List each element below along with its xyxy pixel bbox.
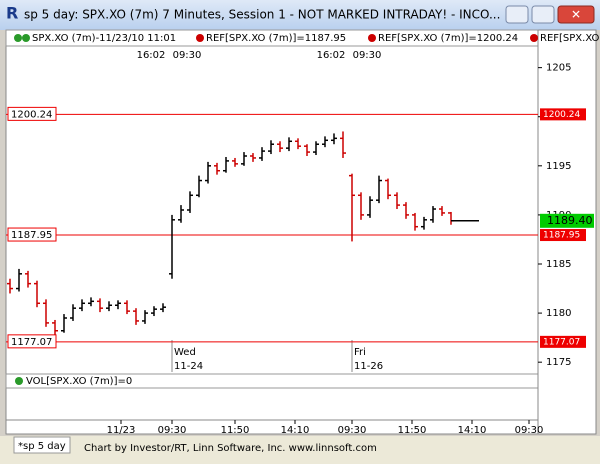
day-label: Wed [174, 347, 196, 358]
y-tick-label: 1205 [546, 63, 571, 74]
ref-label-box [7, 227, 57, 242]
close-icon: ✕ [571, 8, 581, 22]
y-tick-label: 1180 [546, 308, 571, 319]
session-label: 09:30 [173, 50, 202, 61]
x-tick-label: 14:10 [458, 425, 487, 436]
legend-entry: REF[SPX.XO (7m)]=1200.24 [378, 33, 518, 44]
y-tick-label: 1175 [546, 357, 571, 368]
x-tick-label: 09:30 [515, 425, 544, 436]
day-date: 11-26 [354, 361, 383, 372]
volume-icon [15, 377, 23, 385]
last-price-label: 1189.40 [547, 214, 593, 227]
x-tick-label: 14:10 [281, 425, 310, 436]
legend-icon [368, 34, 376, 42]
legend-entry: SPX.XO (7m)-11/23/10 11:01 [32, 33, 176, 44]
status-bar [0, 436, 600, 464]
ref-axis-label: 1187.95 [543, 231, 580, 241]
ref-label: 1200.24 [11, 109, 52, 120]
tab-label: *sp 5 day [18, 441, 66, 452]
legend-entry: REF[SPX.XO (7m)... [540, 33, 600, 44]
ref-label-box [7, 334, 57, 349]
chart-area [5, 29, 597, 435]
maximize-button[interactable] [531, 5, 555, 24]
ref-axis-box [540, 229, 586, 242]
day-date: 11-24 [174, 361, 203, 372]
ref-axis-label: 1177.07 [543, 337, 580, 347]
session-label: 16:02 [317, 50, 346, 61]
volume-label: VOL[SPX.XO (7m)]=0 [26, 376, 132, 387]
title-bar [0, 0, 600, 30]
app-icon: R [6, 4, 18, 23]
day-label: Fri [354, 347, 366, 358]
close-button[interactable] [557, 5, 595, 24]
minimize-button[interactable] [505, 5, 529, 24]
ref-label-box [7, 106, 57, 121]
x-tick-label: 11:50 [221, 425, 250, 436]
ref-axis-box [540, 335, 586, 348]
last-price-box [540, 213, 594, 228]
legend-icon [530, 34, 538, 42]
session-label: 09:30 [353, 50, 382, 61]
legend-icon [22, 34, 30, 42]
legend-entry: REF[SPX.XO (7m)]=1187.95 [206, 33, 346, 44]
ref-label: 1177.07 [11, 337, 52, 348]
legend-icon [196, 34, 204, 42]
y-tick-label: 1195 [546, 161, 571, 172]
y-tick-label: 1185 [546, 259, 571, 270]
x-tick-label: 11:50 [398, 425, 427, 436]
x-tick-label: 11/23 [107, 425, 136, 436]
legend-icon [14, 34, 22, 42]
tab[interactable] [13, 436, 71, 454]
ref-axis-box [540, 108, 586, 121]
session-label: 16:02 [137, 50, 166, 61]
x-tick-label: 09:30 [158, 425, 187, 436]
x-tick-label: 09:30 [338, 425, 367, 436]
ref-label: 1187.95 [11, 230, 52, 241]
ref-axis-label: 1200.24 [543, 110, 580, 120]
status-text: Chart by Investor/RT, Linn Software, Inc… [84, 443, 377, 454]
window-title: sp 5 day: SPX.XO (7m) 7 Minutes, Session… [24, 8, 500, 22]
